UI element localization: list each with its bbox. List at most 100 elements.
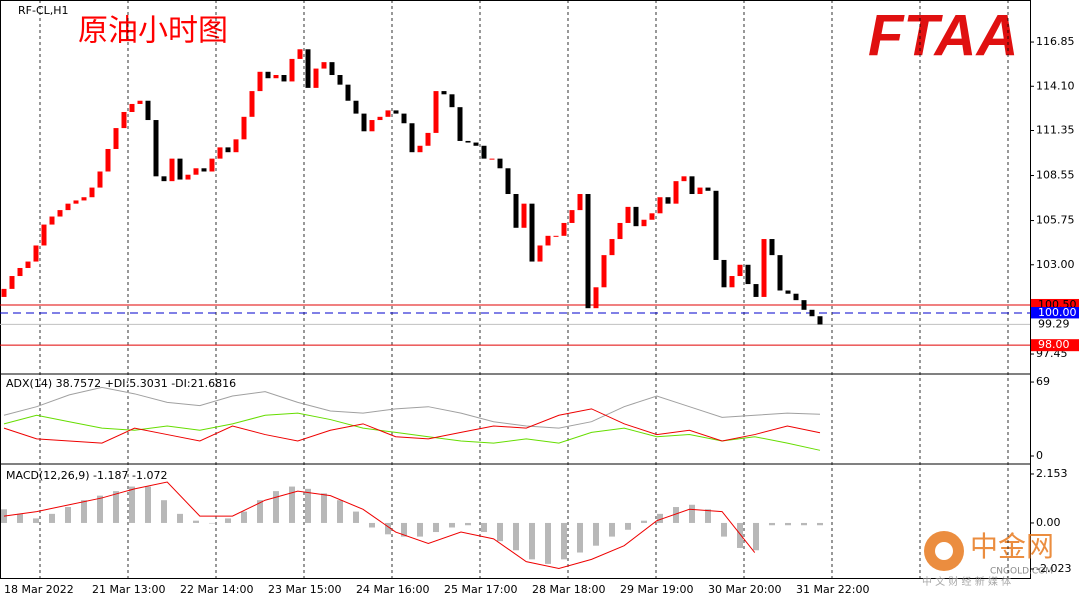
candle <box>393 110 399 114</box>
macd-bar <box>657 513 663 523</box>
candle <box>537 245 543 262</box>
candle <box>425 132 431 146</box>
macd-bar <box>449 522 455 528</box>
candle <box>681 176 687 182</box>
x-tick-label: 28 Mar 18:00 <box>532 583 605 596</box>
candle <box>9 276 15 289</box>
macd-bar <box>241 511 247 523</box>
candle <box>625 206 631 223</box>
macd-bar <box>321 493 327 523</box>
macd-title: MACD(12,26,9) -1.187 -1.072 <box>6 469 167 482</box>
candle <box>593 287 599 309</box>
macd-bar <box>177 513 183 523</box>
level-label: 98.00 <box>1038 338 1070 351</box>
candle <box>529 203 535 262</box>
candle <box>465 140 471 143</box>
x-tick-label: 31 Mar 22:00 <box>796 583 869 596</box>
candle <box>441 91 447 95</box>
candle <box>801 300 807 310</box>
macd-bar <box>113 491 119 523</box>
candle <box>185 174 191 180</box>
x-tick-label: 24 Mar 16:00 <box>356 583 429 596</box>
candle <box>113 128 119 149</box>
macd-bar <box>817 522 823 526</box>
candle <box>665 197 671 204</box>
macd-bar <box>385 522 391 535</box>
candle <box>81 197 87 201</box>
candle <box>241 116 247 140</box>
candle <box>257 71 263 92</box>
candle <box>65 203 71 211</box>
macd-bar <box>273 491 279 523</box>
candle <box>617 222 623 240</box>
macd-bar <box>737 522 743 548</box>
candle <box>481 145 487 159</box>
macd-bar <box>129 486 135 523</box>
candle <box>233 139 239 153</box>
macd-bar <box>193 520 199 523</box>
macd-bar <box>545 522 551 564</box>
candle <box>153 120 159 177</box>
candle <box>289 58 295 82</box>
candle <box>673 181 679 204</box>
candle <box>633 206 639 227</box>
candle <box>705 187 711 191</box>
candle <box>145 100 151 121</box>
candle <box>41 224 47 246</box>
candle <box>489 158 495 160</box>
y-tick-label: 114.10 <box>1036 79 1075 92</box>
candle <box>457 107 463 141</box>
candle <box>49 216 55 225</box>
macd-bar <box>369 522 375 528</box>
candle <box>377 116 383 121</box>
macd-bar <box>721 522 727 537</box>
candle <box>121 111 127 129</box>
candle <box>273 75 279 79</box>
candle <box>521 203 527 228</box>
candle <box>817 316 823 325</box>
y-tick-label: 116.85 <box>1036 35 1075 48</box>
macd-bar <box>705 509 711 523</box>
x-tick-label: 22 Mar 14:00 <box>180 583 253 596</box>
candle <box>33 245 39 262</box>
candle <box>761 239 767 297</box>
candle <box>561 222 567 236</box>
indicator-line <box>3 408 821 444</box>
indicator-line <box>3 386 821 429</box>
adx-title: ADX(14) 38.7572 +DI:5.3031 -DI:21.6816 <box>6 377 236 390</box>
candle <box>505 168 511 195</box>
y-tick-label: 0 <box>1036 449 1043 462</box>
macd-bar <box>225 518 231 523</box>
candle <box>569 210 575 223</box>
macd-bar <box>769 522 775 526</box>
macd-bar <box>481 522 487 533</box>
y-tick-label: -2.023 <box>1036 562 1071 575</box>
macd-bar <box>65 507 71 523</box>
macd-bar <box>97 495 103 523</box>
candle <box>97 171 103 188</box>
frame <box>0 0 1031 579</box>
candle <box>545 235 551 246</box>
candle <box>369 120 375 132</box>
candle <box>777 255 783 291</box>
candle <box>473 142 479 146</box>
candle <box>737 264 743 277</box>
candle <box>409 123 415 153</box>
candle <box>721 259 727 288</box>
macd-bar <box>353 511 359 523</box>
macd-bar <box>689 504 695 523</box>
macd-bar <box>209 522 215 524</box>
candle <box>729 276 735 288</box>
candle <box>449 94 455 108</box>
signal-line <box>3 481 756 569</box>
watermark-name: 中金网 <box>970 530 1054 563</box>
y-tick-label: 108.55 <box>1036 169 1075 182</box>
level-label: 100.00 <box>1038 306 1077 319</box>
watermark-site: CNGOLD.COM <box>990 567 1053 577</box>
macd-bar <box>497 522 503 542</box>
candle <box>657 197 663 214</box>
candle <box>649 213 655 220</box>
candle <box>401 113 407 124</box>
candle <box>297 49 303 59</box>
